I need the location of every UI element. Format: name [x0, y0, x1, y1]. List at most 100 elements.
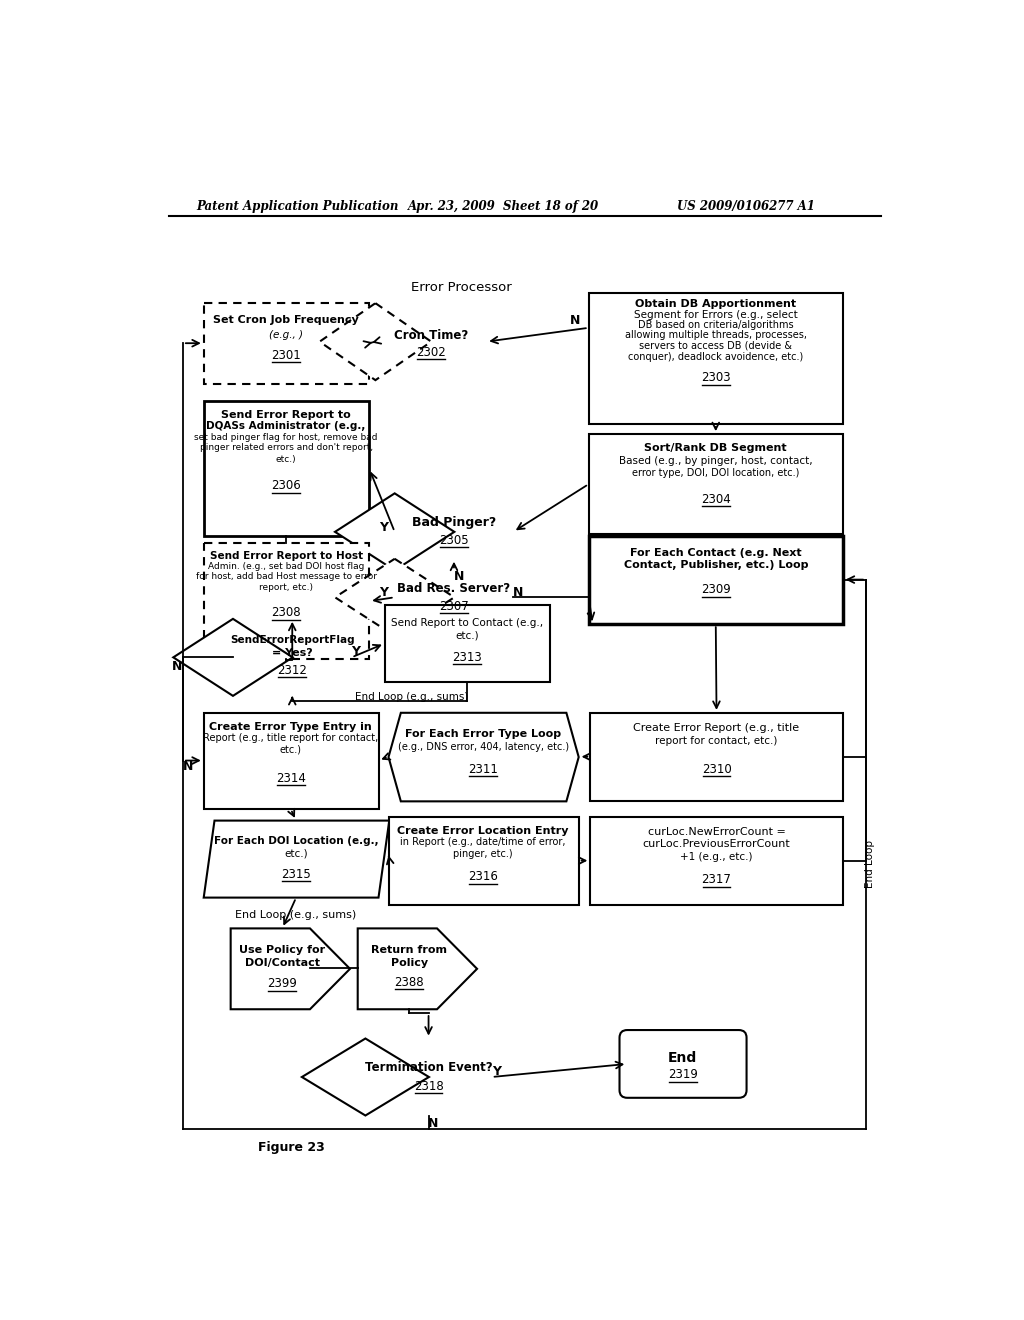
Text: etc.): etc.): [280, 744, 302, 755]
Polygon shape: [590, 713, 843, 801]
Polygon shape: [590, 817, 843, 906]
Text: End Loop (e.g., sums): End Loop (e.g., sums): [236, 909, 356, 920]
Polygon shape: [204, 544, 370, 659]
Polygon shape: [589, 434, 843, 535]
Polygon shape: [335, 558, 455, 636]
Text: curLoc.PreviousErrorCount: curLoc.PreviousErrorCount: [643, 840, 791, 850]
Text: 2399: 2399: [267, 977, 297, 990]
Text: 2312: 2312: [278, 664, 307, 677]
Text: End Loop: End Loop: [864, 841, 874, 888]
Text: 2310: 2310: [701, 763, 731, 776]
Text: Segment for Errors (e.g., select: Segment for Errors (e.g., select: [634, 310, 798, 319]
Text: Termination Event?: Termination Event?: [365, 1061, 493, 1074]
Polygon shape: [385, 605, 550, 682]
Text: etc.): etc.): [275, 455, 296, 463]
Text: For Each Error Type Loop: For Each Error Type Loop: [406, 730, 561, 739]
Text: for host, add bad Host message to error: for host, add bad Host message to error: [196, 572, 377, 581]
Text: US 2009/0106277 A1: US 2009/0106277 A1: [677, 201, 815, 214]
Polygon shape: [319, 304, 431, 380]
Text: Y: Y: [351, 645, 359, 659]
Polygon shape: [335, 494, 455, 570]
Text: etc.): etc.): [456, 631, 479, 640]
Text: Admin. (e.g., set bad DOI host flag: Admin. (e.g., set bad DOI host flag: [208, 562, 365, 572]
Polygon shape: [388, 817, 579, 906]
Text: (e.g., ): (e.g., ): [269, 330, 303, 341]
Text: pinger related errors and don't report,: pinger related errors and don't report,: [200, 444, 373, 453]
Polygon shape: [173, 619, 293, 696]
Text: End: End: [668, 1051, 697, 1065]
Text: For Each Contact (e.g. Next: For Each Contact (e.g. Next: [630, 548, 802, 557]
Text: set bad pinger flag for host, remove bad: set bad pinger flag for host, remove bad: [195, 433, 378, 442]
Polygon shape: [589, 536, 843, 624]
Text: N: N: [172, 660, 182, 673]
Text: 2313: 2313: [453, 651, 482, 664]
Text: Send Report to Contact (e.g.,: Send Report to Contact (e.g.,: [391, 618, 543, 628]
Text: servers to access DB (devide &: servers to access DB (devide &: [639, 341, 793, 351]
Text: Use Policy for: Use Policy for: [240, 945, 326, 954]
Text: 2314: 2314: [275, 772, 305, 785]
Text: Y: Y: [492, 1065, 501, 1078]
Text: conquer), deadlock avoidence, etc.): conquer), deadlock avoidence, etc.): [628, 352, 804, 362]
Text: Sort/Rank DB Segment: Sort/Rank DB Segment: [644, 444, 787, 453]
Text: N: N: [513, 586, 523, 599]
Text: SendErrorReportFlag: SendErrorReportFlag: [230, 635, 354, 645]
Text: Y: Y: [380, 520, 388, 533]
Text: Policy: Policy: [391, 958, 428, 968]
Text: Obtain DB Apportionment: Obtain DB Apportionment: [635, 298, 797, 309]
Text: Patent Application Publication: Patent Application Publication: [196, 201, 398, 214]
Text: DOI/Contact: DOI/Contact: [245, 958, 319, 968]
Text: 2319: 2319: [668, 1068, 697, 1081]
Text: Create Error Location Entry: Create Error Location Entry: [397, 825, 569, 836]
Text: 2306: 2306: [271, 479, 301, 492]
Text: Send Error Report to: Send Error Report to: [221, 409, 351, 420]
Text: pinger, etc.): pinger, etc.): [454, 849, 513, 859]
Text: etc.): etc.): [285, 849, 308, 859]
Text: N: N: [454, 570, 464, 583]
Text: N: N: [569, 314, 580, 326]
Text: Report (e.g., title report for contact,: Report (e.g., title report for contact,: [203, 733, 378, 743]
Text: For Each DOI Location (e.g.,: For Each DOI Location (e.g.,: [214, 837, 379, 846]
Text: Y: Y: [380, 586, 388, 599]
Text: 2305: 2305: [439, 533, 469, 546]
Text: DB based on criteria/algorithms: DB based on criteria/algorithms: [638, 321, 794, 330]
Text: Bad Res. Server?: Bad Res. Server?: [397, 582, 511, 594]
Polygon shape: [230, 928, 350, 1010]
Text: Apr. 23, 2009  Sheet 18 of 20: Apr. 23, 2009 Sheet 18 of 20: [408, 201, 599, 214]
Text: Based (e.g., by pinger, host, contact,: Based (e.g., by pinger, host, contact,: [618, 455, 813, 466]
Text: report, etc.): report, etc.): [259, 583, 313, 591]
Polygon shape: [204, 821, 389, 898]
Text: in Report (e.g., date/time of error,: in Report (e.g., date/time of error,: [400, 837, 566, 847]
Text: +1 (e.g., etc.): +1 (e.g., etc.): [680, 851, 753, 862]
Text: error type, DOI, DOI location, etc.): error type, DOI, DOI location, etc.): [632, 467, 800, 478]
Text: Contact, Publisher, etc.) Loop: Contact, Publisher, etc.) Loop: [624, 560, 808, 570]
Text: N: N: [428, 1117, 438, 1130]
Text: = Yes?: = Yes?: [272, 648, 312, 657]
Text: Send Error Report to Host: Send Error Report to Host: [210, 550, 362, 561]
Text: Set Cron Job Frequency: Set Cron Job Frequency: [213, 315, 359, 325]
Text: 2316: 2316: [468, 870, 498, 883]
Text: 2307: 2307: [439, 601, 469, 612]
Text: 2301: 2301: [271, 348, 301, 362]
Text: End Loop (e.g., sums): End Loop (e.g., sums): [355, 693, 468, 702]
Polygon shape: [204, 713, 379, 809]
Text: 2303: 2303: [701, 371, 730, 384]
Polygon shape: [204, 304, 370, 384]
Text: 2317: 2317: [701, 874, 731, 887]
Text: Figure 23: Figure 23: [258, 1142, 325, 1155]
Text: allowing multiple threads, processes,: allowing multiple threads, processes,: [625, 330, 807, 341]
Polygon shape: [388, 713, 579, 801]
Text: N: N: [183, 760, 194, 774]
Text: Create Error Type Entry in: Create Error Type Entry in: [209, 722, 372, 731]
Polygon shape: [204, 401, 370, 536]
Text: Return from: Return from: [372, 945, 447, 954]
Text: (e.g., DNS error, 404, latency, etc.): (e.g., DNS error, 404, latency, etc.): [397, 742, 568, 751]
Text: 2318: 2318: [414, 1080, 443, 1093]
Polygon shape: [302, 1039, 429, 1115]
Text: 2304: 2304: [700, 492, 731, 506]
Text: Cron Time?: Cron Time?: [394, 329, 468, 342]
Polygon shape: [357, 928, 477, 1010]
Text: 2311: 2311: [468, 763, 498, 776]
Text: 2315: 2315: [282, 869, 311, 880]
Text: report for contact, etc.): report for contact, etc.): [655, 735, 777, 746]
Text: 2309: 2309: [700, 583, 731, 597]
